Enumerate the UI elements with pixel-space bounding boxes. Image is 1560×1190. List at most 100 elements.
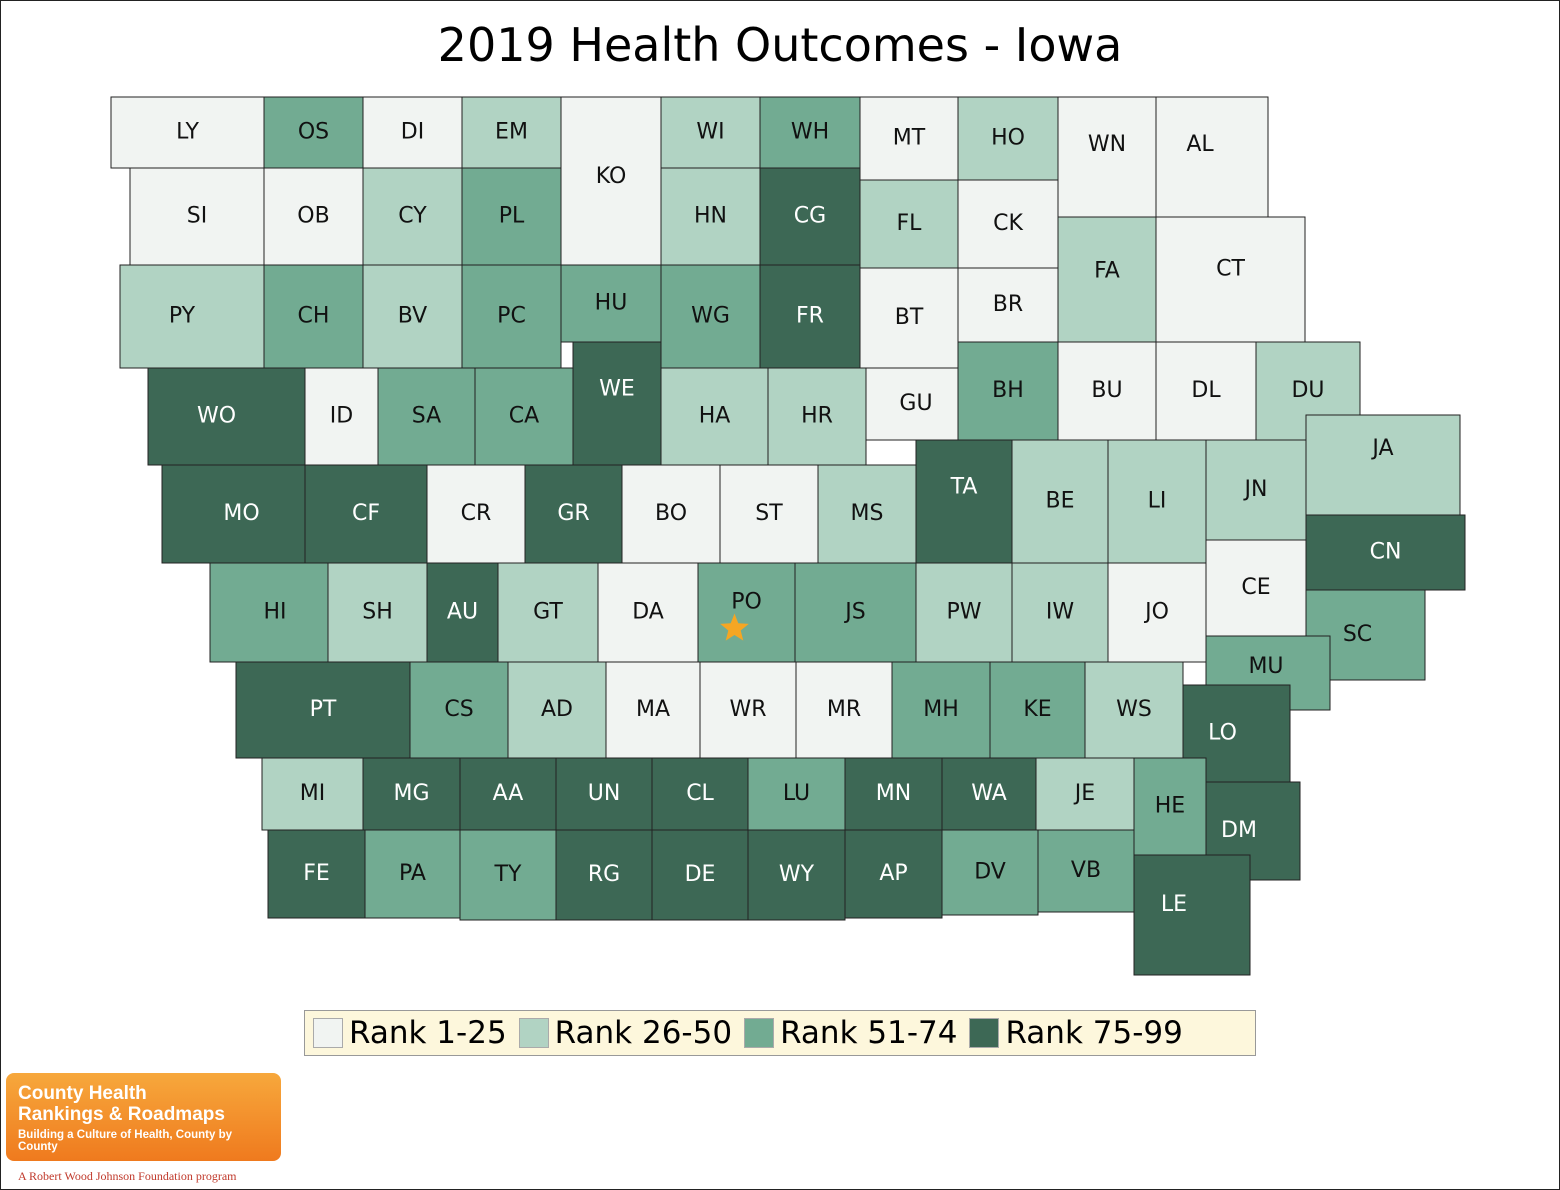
county-shape xyxy=(1107,439,1207,564)
county-label: CF xyxy=(352,501,380,526)
county-shape xyxy=(597,562,699,663)
county-label: CT xyxy=(1216,257,1245,282)
county-label: JN xyxy=(1243,477,1268,502)
legend-label: Rank 75-99 xyxy=(1005,1015,1183,1051)
county-ly: LY xyxy=(110,96,265,169)
county-cy: CY xyxy=(362,167,463,266)
county-label: FE xyxy=(303,861,330,886)
county-label: PY xyxy=(169,304,196,329)
county-je: JE xyxy=(1035,757,1135,831)
county-ma: MA xyxy=(605,661,701,759)
county-shape xyxy=(817,464,917,564)
county-label: KO xyxy=(596,164,627,189)
county-shape xyxy=(261,757,364,831)
county-shape xyxy=(660,167,761,266)
county-label: WR xyxy=(729,697,766,722)
county-label: SA xyxy=(412,404,441,429)
county-shape xyxy=(235,661,411,759)
county-ho: HO xyxy=(957,96,1059,181)
county-shape xyxy=(304,464,428,564)
county-shape xyxy=(957,96,1059,181)
county-shape xyxy=(747,757,846,831)
county-shape xyxy=(461,167,562,266)
county-shape xyxy=(621,464,721,564)
county-fa: FA xyxy=(1057,216,1157,343)
county-shape xyxy=(957,179,1059,269)
county-shape xyxy=(327,562,428,663)
map-title: 2019 Health Outcomes - Iowa xyxy=(437,18,1123,72)
county-de: DE xyxy=(651,829,749,921)
county-ko: KO xyxy=(560,96,662,266)
county-ob: OB xyxy=(263,167,364,266)
county-jo: JO xyxy=(1107,562,1207,663)
county-label: DM xyxy=(1221,818,1257,843)
county-shape xyxy=(1133,854,1251,976)
county-label: LU xyxy=(783,781,810,806)
county-pa: PA xyxy=(364,829,461,919)
county-label: OB xyxy=(297,204,329,229)
county-shape xyxy=(794,562,917,663)
county-shape xyxy=(989,661,1086,759)
county-label: LO xyxy=(1208,721,1237,746)
county-gr: GR xyxy=(524,464,623,564)
county-shape xyxy=(759,96,861,169)
county-dv: DV xyxy=(941,829,1039,916)
county-cs: CS xyxy=(409,661,509,759)
county-bv: BV xyxy=(362,264,463,369)
county-li: LI xyxy=(1107,439,1207,564)
county-label: BV xyxy=(398,304,427,329)
county-label: WG xyxy=(691,304,730,329)
county-label: JS xyxy=(843,600,865,625)
county-shape xyxy=(767,367,867,466)
county-label: ID xyxy=(330,404,353,429)
county-label: AD xyxy=(541,697,573,722)
county-aa: AA xyxy=(459,757,557,831)
county-shape xyxy=(362,757,461,831)
county-label: AP xyxy=(879,861,907,886)
county-jn: JN xyxy=(1205,439,1307,541)
legend-swatch xyxy=(313,1018,343,1048)
county-wn: WN xyxy=(1057,96,1157,218)
county-sa: SA xyxy=(377,367,476,466)
county-shape xyxy=(1305,414,1461,516)
county-shape xyxy=(263,167,364,266)
county-shape xyxy=(1305,514,1466,591)
county-ta: TA xyxy=(915,439,1013,564)
county-shape xyxy=(605,661,701,759)
sponsor-text: A Robert Wood Johnson Foundation program xyxy=(18,1169,237,1183)
county-shape xyxy=(941,757,1037,831)
county-shape xyxy=(110,96,265,169)
county-label: PA xyxy=(399,861,426,886)
county-shape xyxy=(915,562,1013,663)
county-wh: WH xyxy=(759,96,861,169)
legend-item-rank-51-74: Rank 51-74 xyxy=(744,1015,957,1051)
county-label: CN xyxy=(1370,540,1402,565)
county-label: DA xyxy=(632,600,664,625)
county-label: CL xyxy=(686,781,714,806)
county-shape xyxy=(957,267,1059,343)
county-bt: BT xyxy=(859,267,959,369)
county-shape xyxy=(859,267,959,369)
county-shape xyxy=(915,439,1013,564)
county-label: AA xyxy=(493,781,524,806)
county-shape xyxy=(1155,216,1306,343)
county-wy: WY xyxy=(747,829,846,921)
county-label: MR xyxy=(827,697,861,722)
county-shape xyxy=(161,464,306,564)
county-ke: KE xyxy=(989,661,1086,759)
county-label: ST xyxy=(755,501,783,526)
county-pl: PL xyxy=(461,167,562,266)
county-shape xyxy=(859,179,959,269)
county-label: CS xyxy=(444,697,473,722)
county-shape xyxy=(1205,781,1301,881)
county-label: MG xyxy=(393,781,429,806)
county-shape xyxy=(1037,829,1135,913)
county-shape xyxy=(560,264,662,343)
county-shape xyxy=(651,829,749,921)
county-wi: WI xyxy=(660,96,761,169)
county-label: LY xyxy=(176,120,199,145)
county-shape xyxy=(1011,439,1109,564)
county-label: MI xyxy=(300,781,325,806)
logo-line-2: Rankings & Roadmaps xyxy=(18,1104,225,1125)
county-label: WY xyxy=(779,862,815,887)
